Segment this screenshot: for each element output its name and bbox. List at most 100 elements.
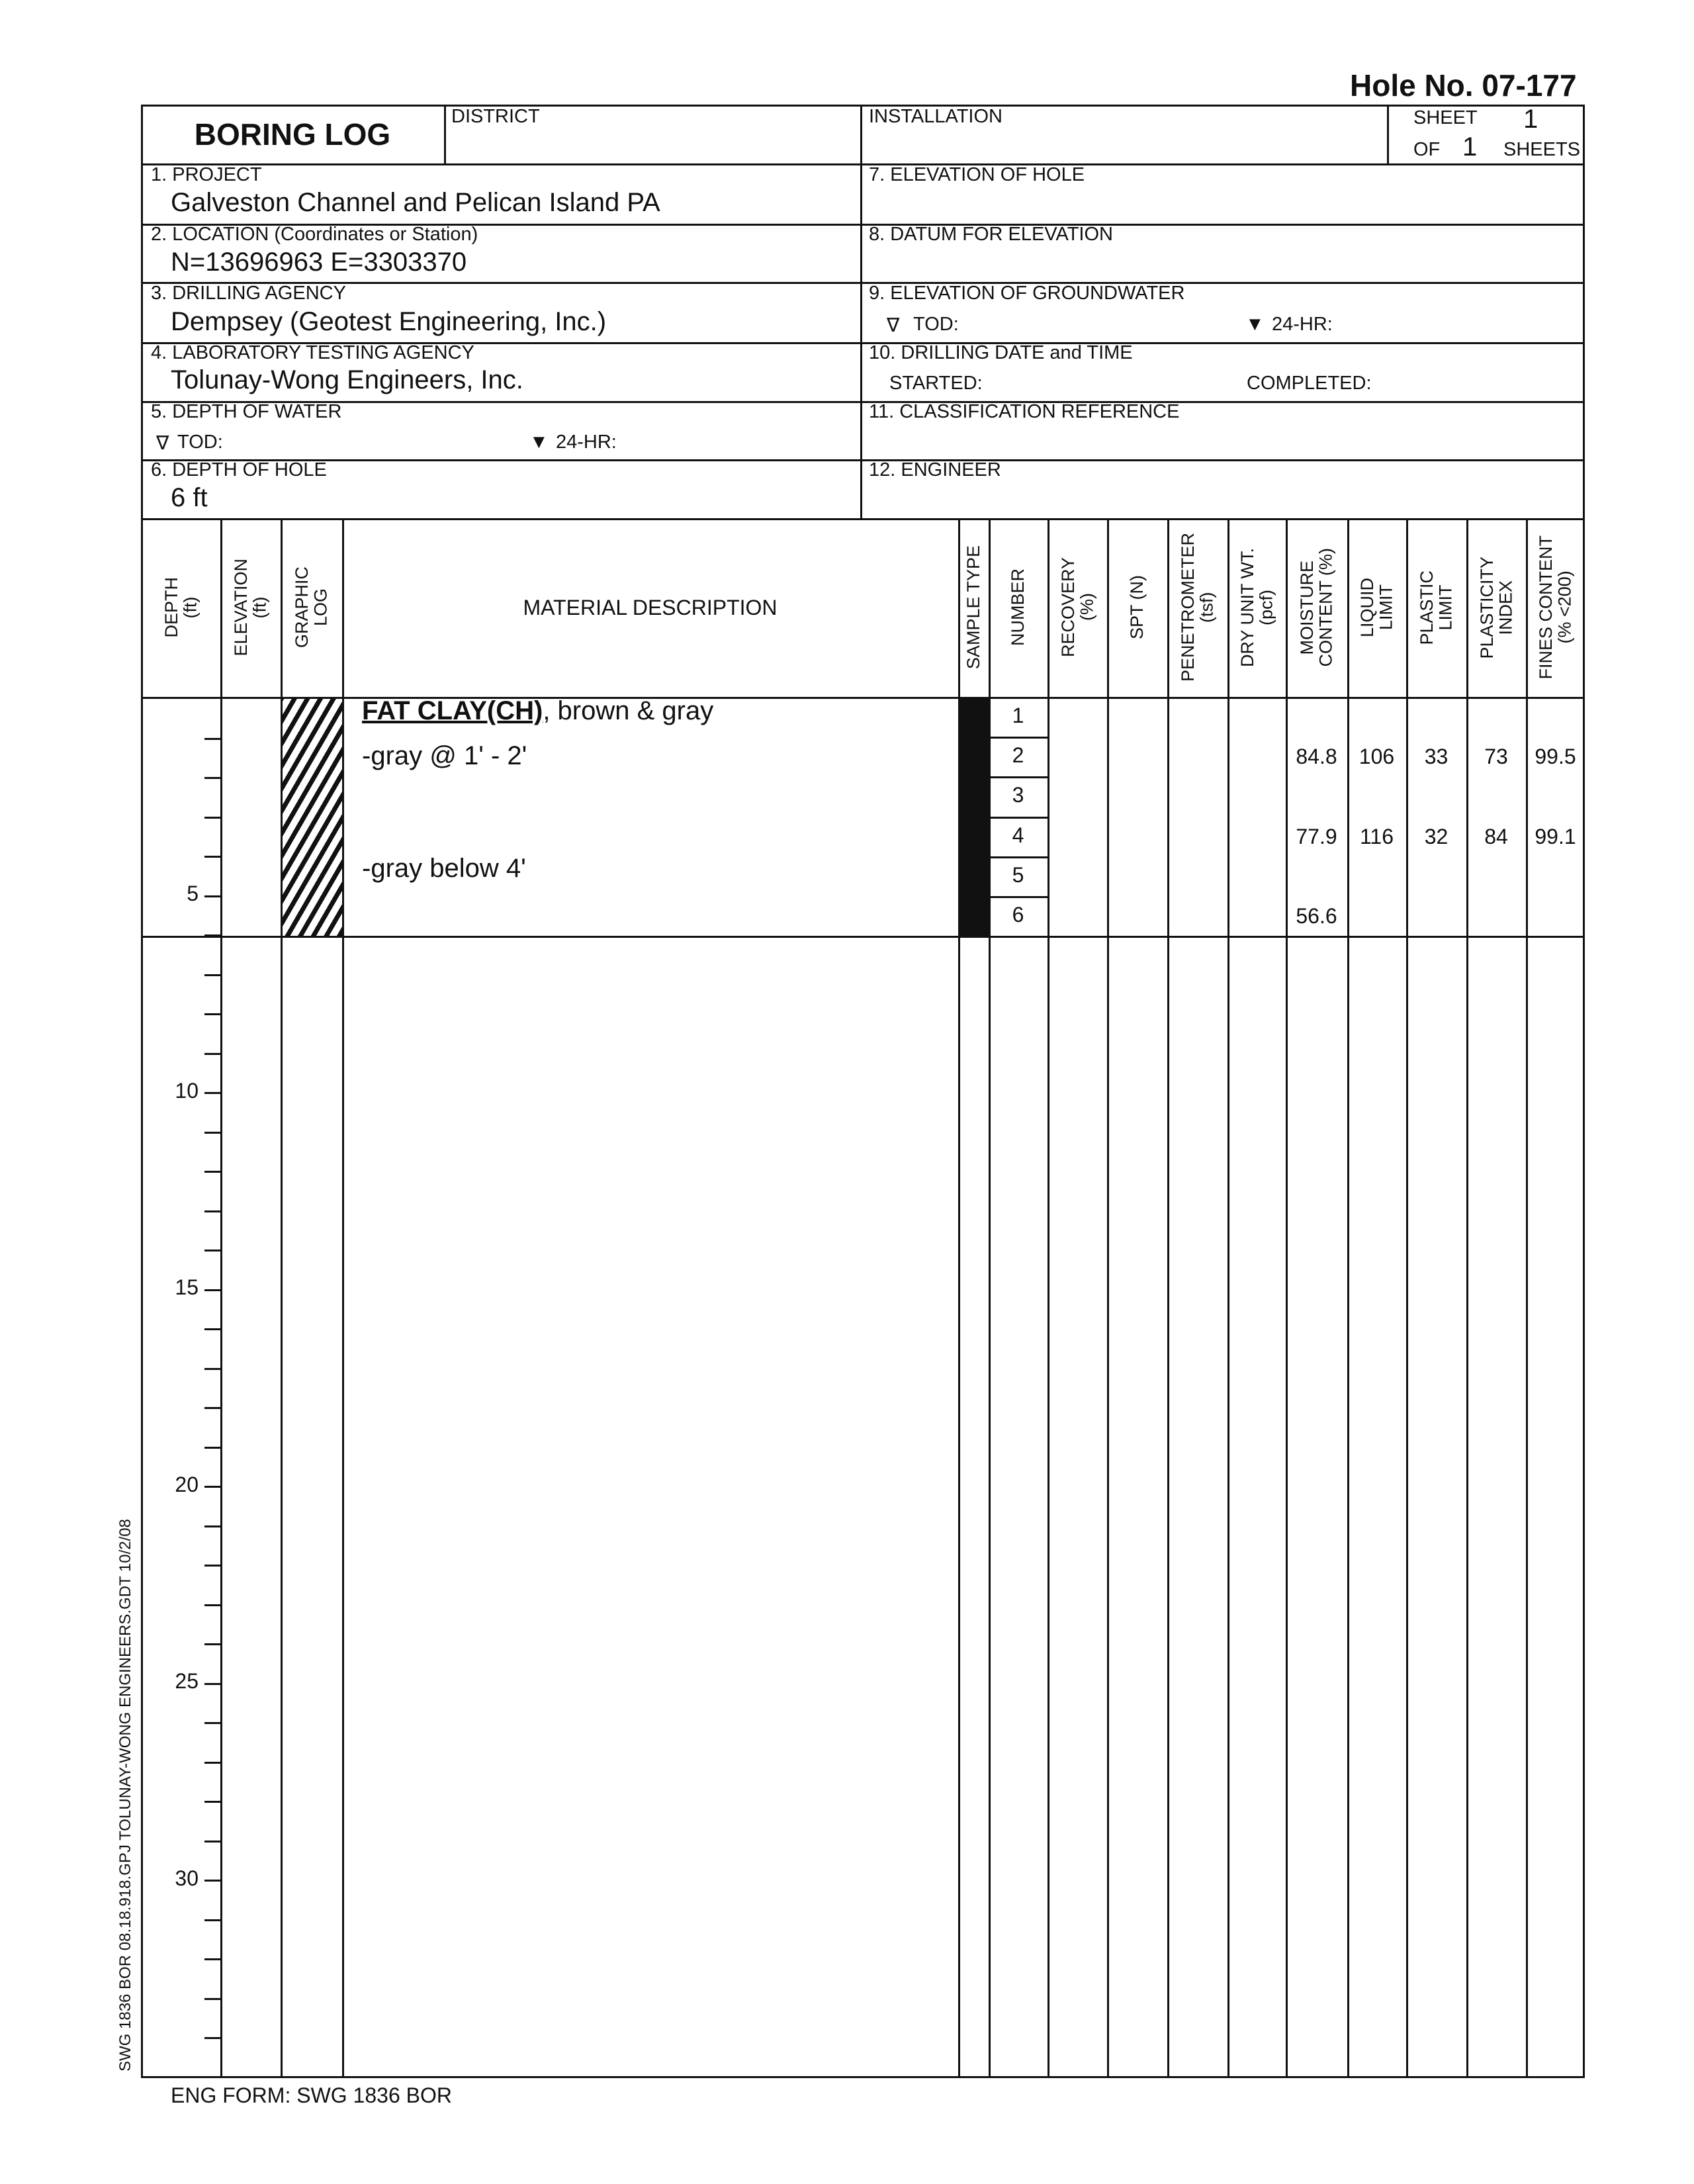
district-label: DISTRICT [451, 106, 540, 127]
side-file-text: SWG 1836 BOR 08.18.918.GPJ TOLUNAY-WONG … [116, 1519, 134, 2071]
sheets-label: SHEETS [1503, 139, 1581, 160]
elevation-hole-label: 7. ELEVATION OF HOLE [869, 164, 1085, 185]
sample-number: 4 [1012, 823, 1024, 847]
location-label: 2. LOCATION (Coordinates or Station) [151, 224, 478, 245]
description-main: FAT CLAY(CH), brown & gray [362, 696, 713, 726]
description-line-3: -gray below 4' [362, 854, 526, 883]
sample-moisture: 84.8 [1296, 745, 1337, 769]
datum-label: 8. DATUM FOR ELEVATION [869, 224, 1113, 245]
depth-tick [204, 1565, 220, 1567]
depth-tick [204, 934, 220, 936]
gw-24hr-label: 24-HR: [1272, 314, 1333, 335]
depth-tick [204, 1722, 220, 1724]
project-value: Galveston Channel and Pelican Island PA [171, 188, 660, 217]
water-tod-icon: ∇ [156, 433, 169, 454]
classification-label: 11. CLASSIFICATION REFERENCE [869, 401, 1180, 422]
gw-24hr-icon: ▼ [1245, 314, 1265, 335]
sample-number: 2 [1012, 743, 1024, 768]
location-value: N=13696963 E=3303370 [171, 248, 467, 277]
depth-label: 10 [175, 1079, 199, 1103]
sample-fines: 99.1 [1535, 824, 1576, 848]
graphic-log-hatch [283, 699, 342, 936]
groundwater-label: 9. ELEVATION OF GROUNDWATER [869, 283, 1185, 304]
sample-type-fill [960, 699, 989, 936]
sample-number: 1 [1012, 704, 1024, 727]
depth-hole-value: 6 ft [171, 483, 208, 512]
depth-label: 30 [175, 1866, 199, 1890]
col-fines-content: FINES CONTENT (% <200) [1536, 535, 1575, 680]
sample-ll: 116 [1359, 824, 1394, 848]
depth-tick [204, 1052, 220, 1055]
depth-label: 25 [175, 1669, 199, 1693]
col-number: NUMBER [1008, 569, 1028, 647]
lab-agency-value: Tolunay-Wong Engineers, Inc. [171, 365, 523, 394]
sample-moisture: 77.9 [1296, 824, 1337, 848]
depth-tick [204, 1250, 220, 1251]
depth-label: 5 [187, 882, 199, 905]
depth-tick [204, 1997, 220, 2000]
depth-tick [204, 1604, 220, 1606]
col-recovery: RECOVERY (%) [1057, 557, 1096, 658]
col-elevation: ELEVATION (ft) [231, 559, 270, 657]
depth-tick [204, 1880, 220, 1882]
total-sheets: 1 [1462, 132, 1478, 161]
depth-water-label: 5. DEPTH OF WATER [151, 401, 342, 422]
drilling-agency-value: Dempsey (Geotest Engineering, Inc.) [171, 307, 607, 336]
col-liquid-limit: LIQUID LIMIT [1357, 577, 1396, 638]
drill-date-label: 10. DRILLING DATE and TIME [869, 342, 1133, 363]
depth-tick [204, 1643, 220, 1645]
sample-number: 5 [1012, 862, 1024, 887]
lab-agency-label: 4. LABORATORY TESTING AGENCY [151, 342, 474, 363]
depth-tick [204, 1407, 220, 1409]
sample-divider [989, 776, 1048, 779]
col-depth: DEPTH (ft) [161, 577, 200, 638]
depth-tick [204, 1092, 220, 1094]
col-material-description: MATERIAL DESCRIPTION [523, 595, 778, 619]
depth-tick [204, 1801, 220, 1803]
started-label: STARTED: [889, 373, 983, 394]
hole-number: Hole No. 07-177 [1350, 68, 1577, 103]
gw-tod-label: TOD: [913, 314, 959, 335]
col-sample-type: SAMPLE TYPE [963, 545, 983, 670]
sample-pi: 84 [1484, 824, 1508, 848]
depth-tick [204, 1289, 220, 1291]
soil-type: FAT CLAY(CH) [362, 696, 543, 725]
depth-tick [204, 737, 220, 740]
sample-pl: 33 [1424, 745, 1449, 769]
sample-number: 3 [1012, 783, 1024, 807]
project-label: 1. PROJECT [151, 164, 262, 185]
depth-tick [204, 816, 220, 819]
col-dry-unit-wt: DRY UNIT WT. (pcf) [1237, 547, 1276, 668]
depth-tick [204, 1682, 220, 1685]
sample-pi: 73 [1484, 745, 1508, 769]
depth-tick [204, 1446, 220, 1449]
gw-tod-icon: ∇ [887, 315, 900, 336]
sheet-number: 1 [1523, 105, 1538, 134]
water-24hr-label: 24-HR: [556, 432, 617, 453]
depth-tick [204, 1840, 220, 1843]
soil-color: , brown & gray [543, 696, 714, 725]
depth-hole-label: 6. DEPTH OF HOLE [151, 459, 327, 480]
depth-tick [204, 1210, 220, 1212]
sample-divider [989, 737, 1048, 739]
form-frame [141, 105, 1585, 2078]
depth-tick [204, 1486, 220, 1488]
sheet-label: SHEET [1413, 107, 1478, 128]
depth-tick [204, 2037, 220, 2039]
water-24hr-icon: ▼ [529, 432, 549, 453]
form-title: BORING LOG [194, 116, 391, 152]
depth-tick [204, 1761, 220, 1764]
depth-tick [204, 1171, 220, 1173]
sample-divider [989, 856, 1048, 858]
depth-tick [204, 1525, 220, 1527]
drilling-agency-label: 3. DRILLING AGENCY [151, 283, 346, 304]
depth-tick [204, 1367, 220, 1370]
engineer-label: 12. ENGINEER [869, 459, 1001, 480]
sample-pl: 32 [1424, 824, 1449, 848]
water-tod-label: TOD: [177, 432, 223, 453]
depth-tick [204, 1958, 220, 1960]
sample-moisture: 56.6 [1296, 904, 1337, 928]
depth-label: 20 [175, 1473, 199, 1496]
col-graphic-log: GRAPHIC LOG [292, 567, 331, 649]
installation-label: INSTALLATION [869, 106, 1003, 127]
